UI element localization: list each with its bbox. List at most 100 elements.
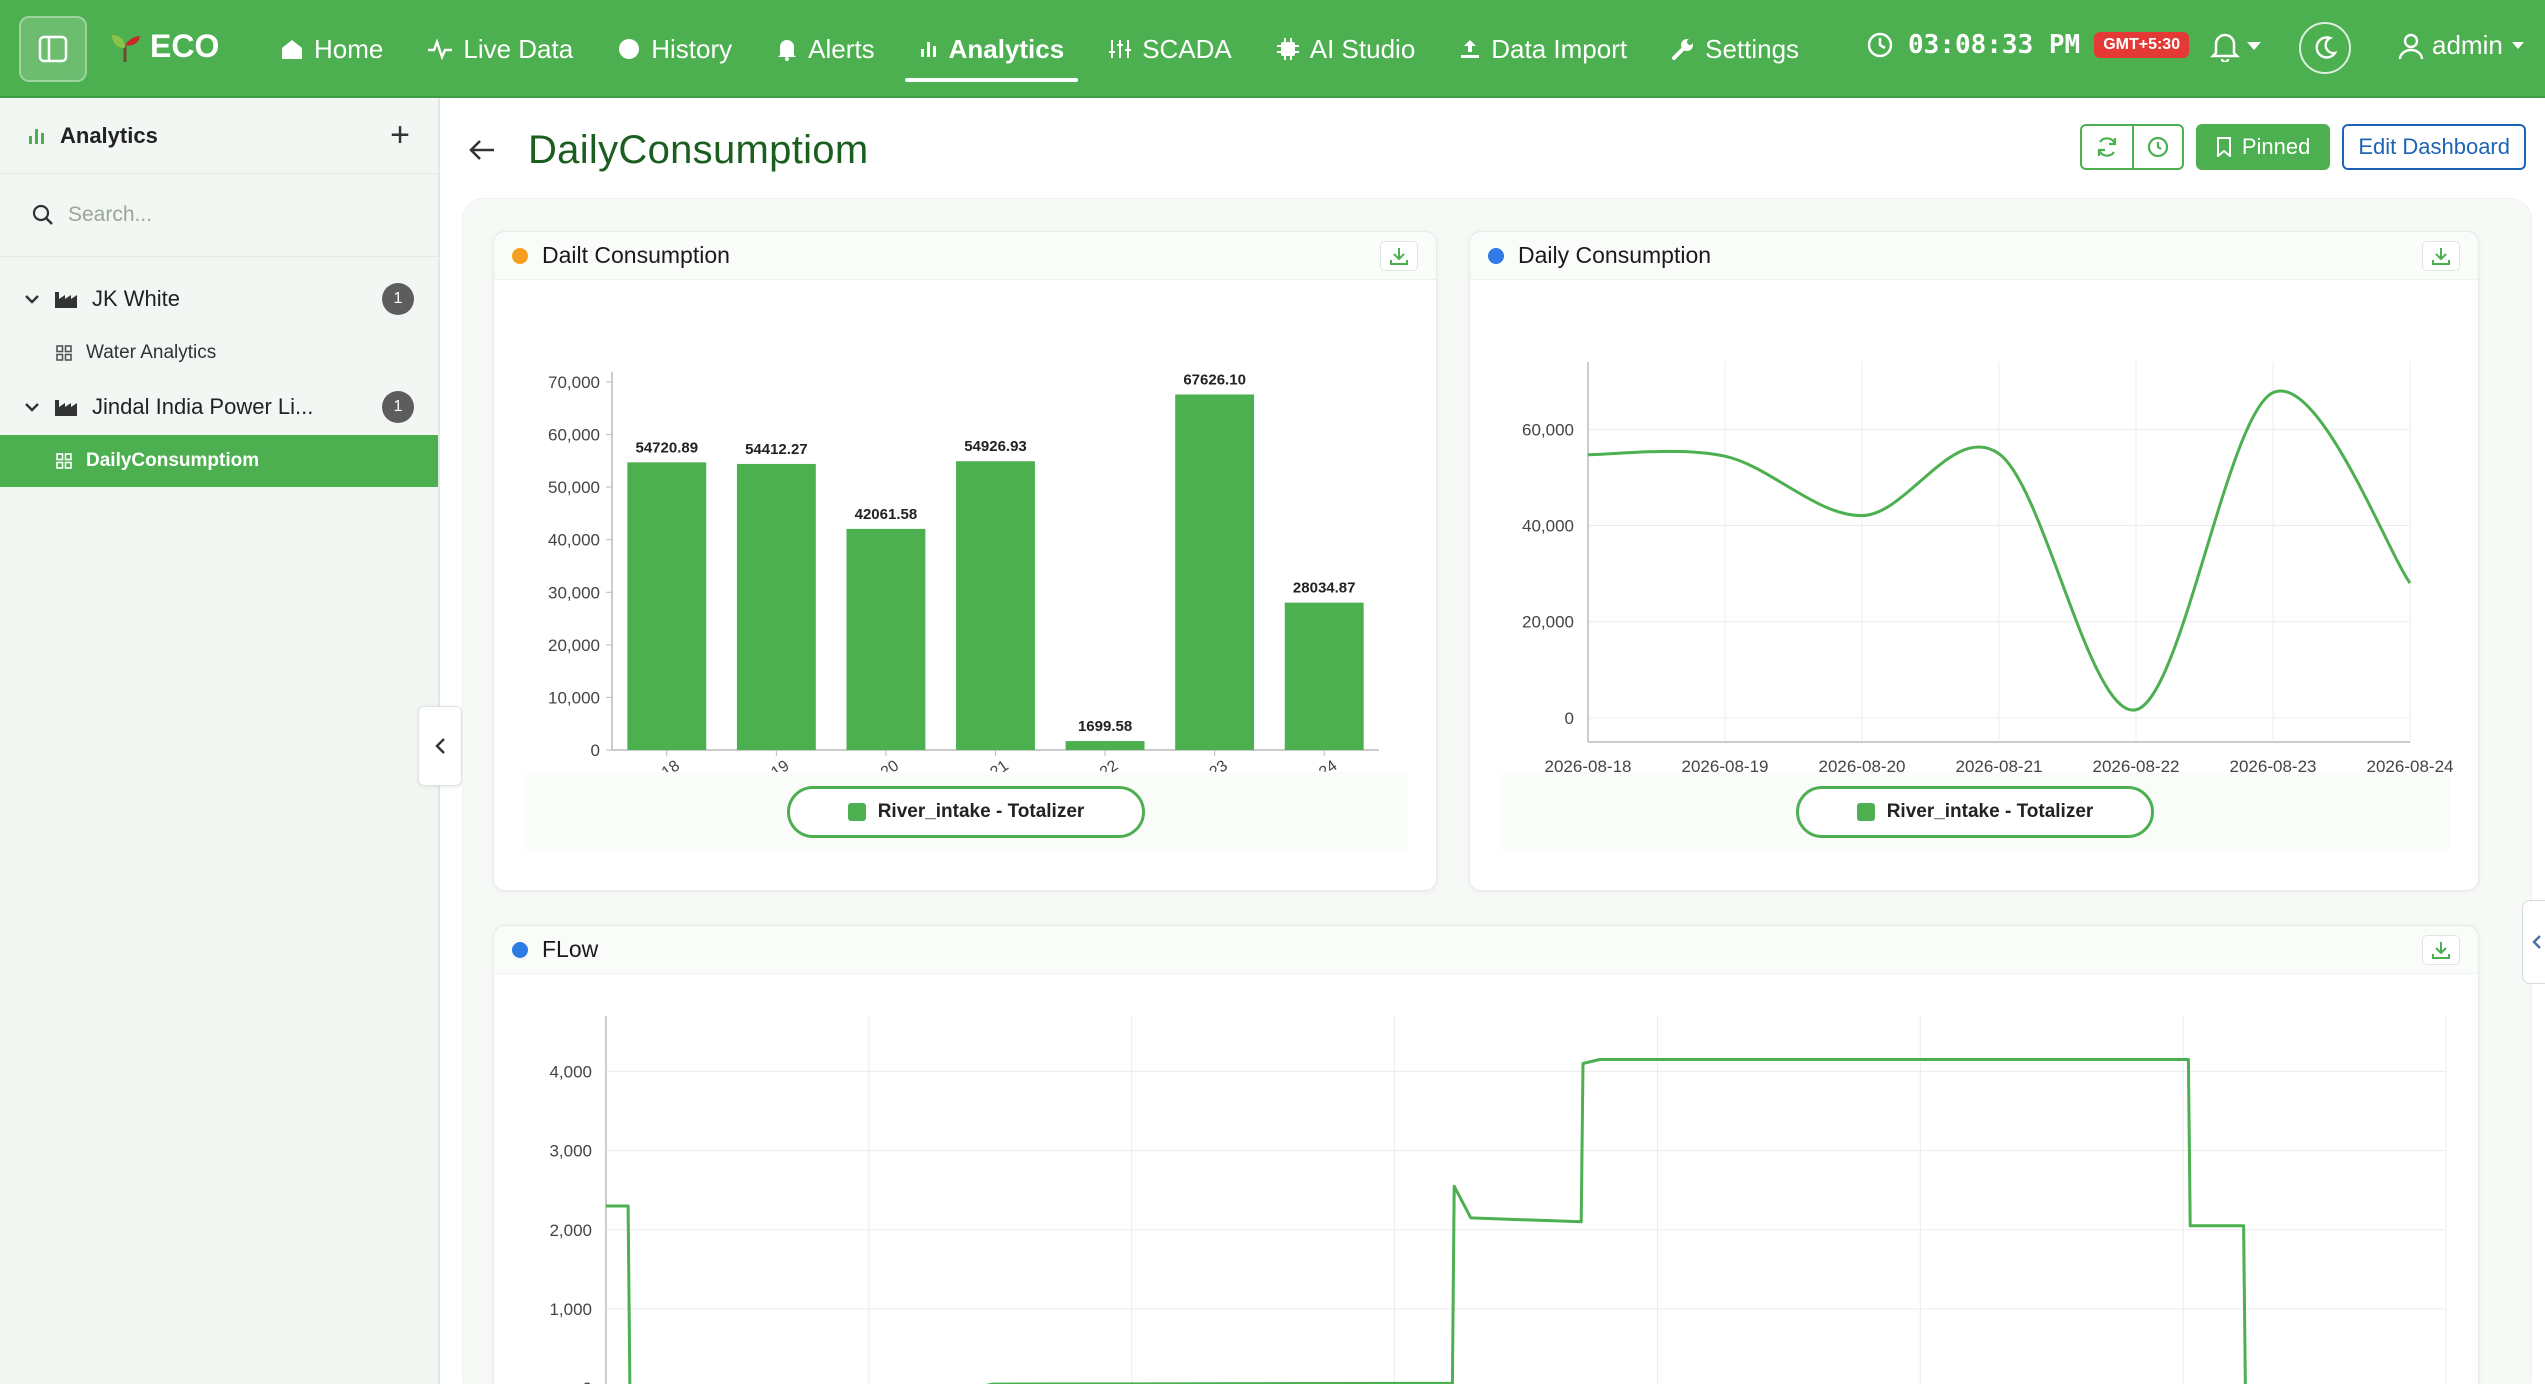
legend-swatch [1856,803,1875,821]
download-button[interactable] [2422,934,2460,965]
wrench-icon [1672,39,1694,60]
y-tick-label: 70,000 [548,373,600,392]
series-line [1587,389,2412,712]
nav-label: Home [314,33,384,64]
pulse-icon [428,38,453,60]
y-tick-label: 60,000 [548,426,600,445]
sidebar-title: Analytics [60,122,158,148]
header-actions: Pinned Edit Dashboard [2079,124,2526,170]
bar-data-label: 54412.27 [745,441,808,458]
nav-analytics[interactable]: Analytics [897,0,1087,98]
main-nav: Home Live Data History Alerts Analytics … [258,0,1821,98]
count-badge: 1 [382,391,414,423]
refresh-button[interactable] [2082,126,2132,168]
add-dashboard-button[interactable]: + [390,116,410,154]
caret-down-icon [2247,42,2261,50]
tree-group-jk-white[interactable]: JK White 1 [0,271,438,327]
legend-label: River_intake - Totalizer [1886,801,2094,822]
nav-live-data[interactable]: Live Data [405,0,595,98]
moon-icon [2315,36,2338,59]
y-tick-label: 60,000 [1522,420,1574,439]
y-tick-label: 0 [591,741,600,760]
tree-item-water-analytics[interactable]: Water Analytics [0,327,438,379]
legend-item[interactable]: River_intake - Totalizer [786,786,1146,838]
y-tick-label: 4,000 [549,1062,592,1081]
nav-ai-studio[interactable]: AI Studio [1254,0,1438,98]
bar-chart-icon [920,42,936,57]
bar-data-label: 28034.87 [1293,580,1356,597]
tree-item-label: DailyConsumptiom [86,450,260,471]
bar [1065,741,1145,750]
bar [736,463,816,750]
x-tick-label: 2026-08-19 [1682,757,1769,776]
count-badge: 1 [382,283,414,315]
chevron-down-icon [25,403,39,412]
caret-down-icon [2511,42,2524,49]
bookmark-icon [2216,137,2231,157]
legend-area: River_intake - Totalizer [1500,772,2450,852]
auto-refresh-button[interactable] [2131,126,2182,168]
y-tick-label: 50,000 [548,478,600,497]
search-box[interactable]: Search... [20,186,418,244]
theme-toggle-button[interactable] [2299,22,2351,74]
y-tick-label: 30,000 [548,583,600,602]
tree-group-jindal[interactable]: Jindal India Power Li... 1 [0,379,438,435]
factory-icon [55,292,77,308]
upload-icon [1461,40,1480,58]
edit-dashboard-button[interactable]: Edit Dashboard [2342,124,2526,170]
nav-alerts[interactable]: Alerts [754,0,896,98]
tree-group-label: JK White [92,286,181,311]
timezone-badge: GMT+5:30 [2094,32,2190,58]
side-panel-tab[interactable] [2522,900,2545,984]
nav-settings[interactable]: Settings [1649,0,1821,98]
pinned-label: Pinned [2241,134,2311,159]
collapse-sidebar-button[interactable] [418,706,462,786]
nav-label: Settings [1705,33,1800,64]
nav-label: SCADA [1142,33,1232,64]
x-tick-label: 2026-08-24 [2367,757,2454,776]
widget-header: FLow [494,926,2478,974]
download-icon [2432,941,2450,959]
legend-area: River_intake - Totalizer [524,772,1408,852]
y-tick-label: 3,000 [549,1142,592,1161]
sidebar-toggle-button[interactable] [19,16,87,82]
nav-history[interactable]: History [595,0,754,98]
legend-item[interactable]: River_intake - Totalizer [1795,786,2155,838]
nav-data-import[interactable]: Data Import [1437,0,1649,98]
widget-flow: FLow 0 1,000 2,000 3,000 4,000 [493,925,2479,1384]
arrow-left-icon [469,140,494,160]
user-menu[interactable]: admin [2398,30,2525,61]
pinned-button[interactable]: Pinned [2195,124,2331,170]
x-tick-label: 2026-08-18 [1545,757,1632,776]
nav-label: Analytics [948,33,1065,64]
bar-chart[interactable]: 0 10,000 20,000 30,000 40,000 50,000 60,000 70,… [494,282,1438,782]
nav-label: AI Studio [1309,33,1416,64]
x-tick-label: 2026-08-21 [1956,757,2043,776]
chevron-left-icon [435,738,445,754]
legend-swatch [847,803,866,821]
bar [1284,602,1364,750]
download-button[interactable] [1380,240,1418,271]
status-dot [512,941,528,958]
bell-icon [778,40,797,61]
brand[interactable]: ECO [108,28,219,65]
legend-label: River_intake - Totalizer [877,801,1085,822]
download-button[interactable] [2422,240,2460,271]
bar-data-label: 42061.58 [855,506,918,523]
refresh-controls [2079,124,2184,170]
line-chart[interactable]: 0 20,000 40,000 60,000 2026-08-18 2026-08-19 2… [1470,282,2480,782]
tree-group-label: Jindal India Power Li... [92,394,314,419]
bell-icon [2210,33,2240,62]
tree-item-dailyconsumptiom[interactable]: DailyConsumptiom [0,435,438,487]
nav-scada[interactable]: SCADA [1086,0,1254,98]
factory-icon [55,400,77,416]
y-tick-label: 1,000 [549,1300,592,1319]
circle-icon [619,39,640,59]
notifications-button[interactable] [2210,30,2262,62]
dashboard-tree: JK White 1 Water Analytics Jindal India … [0,256,438,487]
y-tick-label: 10,000 [548,688,600,707]
flow-chart[interactable]: 0 1,000 2,000 3,000 4,000 [494,976,2480,1384]
nav-home[interactable]: Home [258,0,405,98]
chevron-left-icon [2532,935,2541,949]
back-button[interactable] [462,130,502,170]
